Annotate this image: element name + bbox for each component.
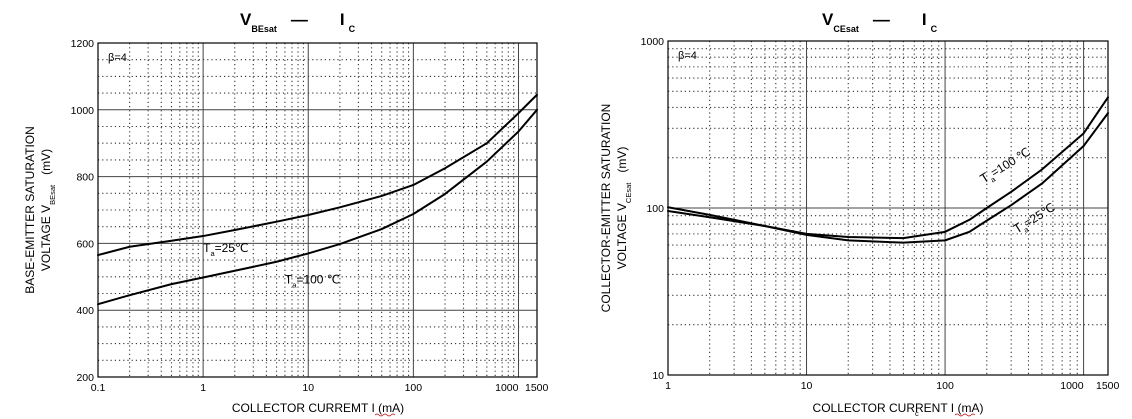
y-tick-label: 1200 xyxy=(71,38,95,50)
x-axis-label: COLLECTOR CURRENT I (mA) xyxy=(813,401,984,415)
series-line xyxy=(667,112,1109,244)
y-tick-label: 200 xyxy=(76,372,94,384)
spellcheck-underline xyxy=(374,413,396,417)
y-axis-label-line1: BASE-EMITTER SATURATION xyxy=(23,126,37,294)
y-axis-label-text: VOLTAGE V xyxy=(39,205,53,271)
x-tick-label: 0.1 xyxy=(91,382,106,394)
x-tick-label: 100 xyxy=(405,382,423,394)
chart-title: VBEsat — I C xyxy=(240,10,356,34)
title-subscript-2: C xyxy=(931,24,938,34)
title-subscript-2: C xyxy=(349,24,356,34)
x-tick-label: 1500 xyxy=(525,382,549,394)
x-tick-label: 10 xyxy=(801,380,813,392)
y-axis-label-unit: (mV) xyxy=(39,149,53,175)
series-label-subscript: a xyxy=(1022,224,1031,234)
y-axis-label-subscript: CEsat xyxy=(624,182,633,203)
x-tick-label: 100 xyxy=(936,380,954,392)
series-line xyxy=(97,93,538,257)
chart-title: VCEsat — I C xyxy=(822,10,938,34)
series-line xyxy=(97,108,538,306)
title-symbol-2: I xyxy=(340,10,345,29)
series-label-symbol: T xyxy=(203,241,211,255)
y-axis-label-line1: COLLECTOR-EMITTER SATURATION xyxy=(599,104,613,313)
series-label-subscript: a xyxy=(210,249,215,258)
series-label-value: =25℃ xyxy=(215,241,249,255)
series-label-subscript: a xyxy=(989,174,998,184)
x-tick-label: 1 xyxy=(200,382,206,394)
y-tick-label: 10 xyxy=(652,370,664,382)
title-dash: — xyxy=(873,10,890,29)
x-tick-label: 1500 xyxy=(1096,380,1120,392)
beta-annotation: β=4 xyxy=(678,50,697,62)
x-axis-label: COLLECTOR CURREMT I (mA) xyxy=(232,401,404,415)
y-tick-label: 100 xyxy=(646,203,664,215)
vbesat-chart: 0.1 1 10 100 1000 150020040060080010001200VBE… xyxy=(23,10,549,417)
y-tick-label: 1000 xyxy=(641,36,665,48)
spellcheck-underline xyxy=(954,413,976,417)
y-tick-label: 800 xyxy=(76,172,94,184)
x-axis-label-subscript: c xyxy=(915,409,919,418)
series-label: Ta=100 ℃ xyxy=(285,272,340,289)
series-label-value: =25℃ xyxy=(1021,200,1057,230)
y-axis-label-subscript: BEsat xyxy=(48,184,57,205)
y-axis-label-unit: (mV) xyxy=(615,147,629,173)
series-label-value: =100 ℃ xyxy=(296,272,340,286)
x-tick-label: 1000 xyxy=(1060,380,1084,392)
plot-frame xyxy=(97,42,538,378)
series-label: Ta=25℃ xyxy=(1011,199,1060,239)
x-tick-label: 1000 xyxy=(495,382,519,394)
series-label-symbol: T xyxy=(285,272,293,286)
title-symbol-2: I xyxy=(922,10,927,29)
title-subscript: BEsat xyxy=(251,24,277,34)
series-label-value: =100 ℃ xyxy=(988,145,1033,180)
title-symbol: V xyxy=(822,10,834,29)
series-label-subscript: a xyxy=(292,280,297,289)
y-tick-label: 600 xyxy=(76,238,94,250)
y-axis-label-text: VOLTAGE V xyxy=(615,203,629,269)
x-tick-label: 10 xyxy=(302,382,314,394)
beta-annotation: β=4 xyxy=(108,52,127,64)
y-tick-label: 1000 xyxy=(71,105,95,117)
title-subscript: CEsat xyxy=(833,24,859,34)
title-symbol: V xyxy=(240,10,252,29)
title-dash: — xyxy=(291,10,308,29)
y-axis-label-line2: VOLTAGE VCEsat (mV) xyxy=(615,147,633,270)
y-tick-label: 400 xyxy=(76,305,94,317)
series-label: Ta=25℃ xyxy=(203,241,248,258)
x-tick-label: 1 xyxy=(665,380,671,392)
y-axis-label-line2: VOLTAGE VBEsat (mV) xyxy=(39,149,57,271)
